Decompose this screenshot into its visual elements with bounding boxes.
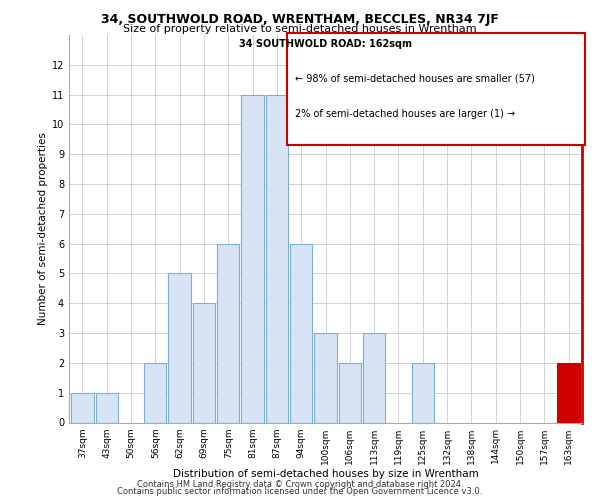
Bar — [412, 363, 434, 422]
Y-axis label: Number of semi-detached properties: Number of semi-detached properties — [38, 132, 47, 325]
Bar — [217, 244, 239, 422]
Text: 2% of semi-detached houses are larger (1) →: 2% of semi-detached houses are larger (1… — [295, 108, 515, 118]
Bar — [266, 94, 288, 422]
Text: 34, SOUTHWOLD ROAD, WRENTHAM, BECCLES, NR34 7JF: 34, SOUTHWOLD ROAD, WRENTHAM, BECCLES, N… — [101, 12, 499, 26]
Text: ← 98% of semi-detached houses are smaller (57): ← 98% of semi-detached houses are smalle… — [295, 74, 535, 84]
Bar — [95, 392, 118, 422]
Bar — [557, 363, 580, 422]
Text: 34 SOUTHWOLD ROAD: 162sqm: 34 SOUTHWOLD ROAD: 162sqm — [239, 39, 412, 49]
FancyBboxPatch shape — [287, 33, 584, 146]
Bar — [241, 94, 264, 422]
Bar — [363, 333, 385, 422]
Bar — [338, 363, 361, 422]
Bar — [144, 363, 166, 422]
Text: Contains public sector information licensed under the Open Government Licence v3: Contains public sector information licen… — [118, 487, 482, 496]
Bar — [314, 333, 337, 422]
X-axis label: Distribution of semi-detached houses by size in Wrentham: Distribution of semi-detached houses by … — [173, 470, 478, 480]
Text: Size of property relative to semi-detached houses in Wrentham: Size of property relative to semi-detach… — [123, 24, 477, 34]
Bar — [169, 274, 191, 422]
Text: Contains HM Land Registry data © Crown copyright and database right 2024.: Contains HM Land Registry data © Crown c… — [137, 480, 463, 489]
Bar — [193, 304, 215, 422]
Bar — [71, 392, 94, 422]
Bar — [290, 244, 313, 422]
